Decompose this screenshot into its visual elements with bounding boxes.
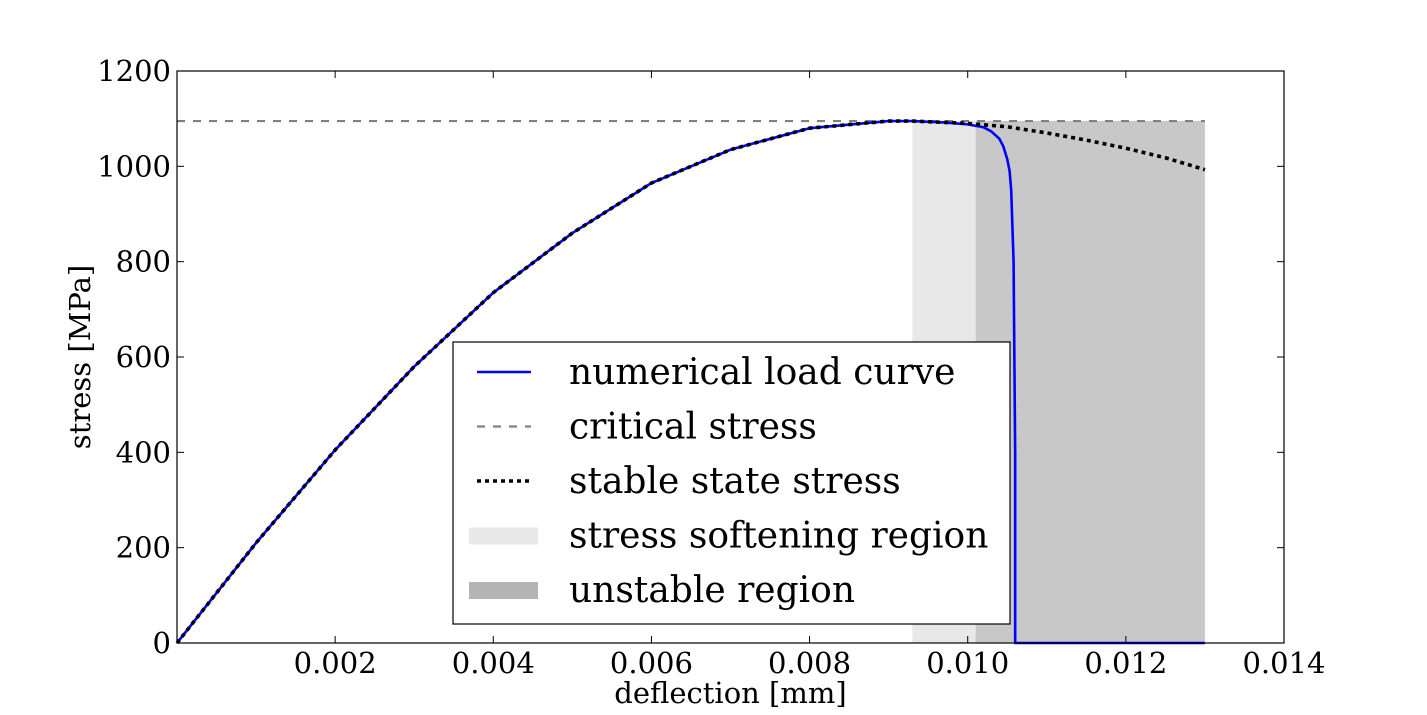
x-axis-title: deflection [mm]	[614, 676, 846, 710]
legend-item-stable-state-stress: stable state stress	[477, 461, 901, 502]
x-tick-label: 0.004	[452, 646, 535, 680]
x-tick-label: 0.014	[1242, 646, 1325, 680]
legend-label: stable state stress	[569, 461, 901, 502]
ticks-layer: 0.002 0.004 0.006 0.008 0.010 0.012 0.014 0 200 4…	[97, 54, 1325, 680]
legend-label: critical stress	[569, 407, 817, 448]
legend-swatch	[469, 527, 538, 545]
legend-swatch	[469, 582, 538, 599]
y-tick-label: 1200	[97, 54, 171, 88]
legend-item-stress-softening-region: stress softening region	[469, 516, 988, 557]
legend-box	[452, 341, 1011, 625]
series-layer	[175, 119, 1206, 645]
x-tick-label: 0.012	[1084, 646, 1167, 680]
x-tick-label: 0.010	[926, 646, 1009, 680]
y-tick-label: 200	[116, 531, 171, 565]
legend-item-numerical-load-curve: numerical load curve	[477, 352, 955, 393]
legend-label: stress softening region	[569, 516, 988, 557]
x-tick-label: 0.006	[610, 646, 693, 680]
series-stable-state-stress	[175, 119, 1206, 645]
legend-item-critical-stress: critical stress	[477, 407, 817, 448]
y-tick-label: 600	[116, 340, 171, 374]
legend-label: unstable region	[569, 570, 855, 611]
regions-layer	[912, 121, 1205, 644]
legend-label: numerical load curve	[569, 352, 955, 393]
y-tick-label: 0	[153, 626, 171, 660]
y-axis-title: stress [MPa]	[63, 265, 97, 449]
y-tick-label: 400	[116, 435, 171, 469]
legend-item-unstable-region: unstable region	[469, 570, 855, 611]
x-tick-label: 0.002	[294, 646, 377, 680]
legend: numerical load curve critical stress stabl…	[452, 341, 1011, 625]
x-tick-label: 0.008	[768, 646, 851, 680]
y-tick-label: 800	[116, 245, 171, 279]
y-tick-label: 1000	[97, 149, 171, 183]
